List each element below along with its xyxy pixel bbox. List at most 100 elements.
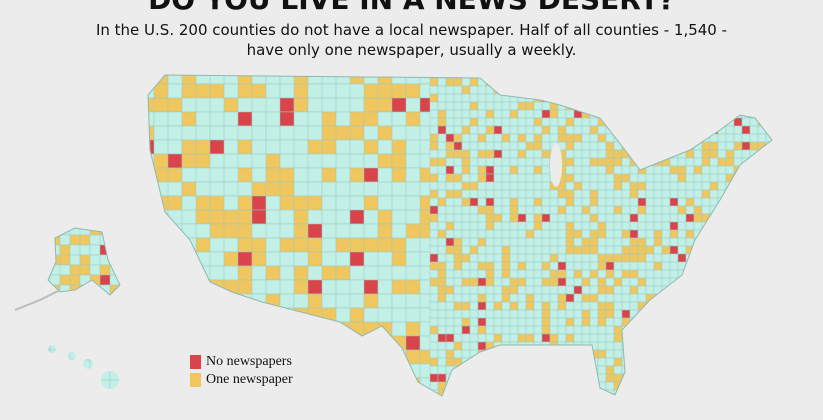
county [501,197,511,207]
county [445,109,455,119]
county [541,349,551,359]
county [597,325,607,335]
county [774,78,782,86]
county [669,189,679,199]
county [321,293,337,309]
county [725,197,735,207]
county [485,381,495,391]
county [533,149,543,159]
county [49,359,61,371]
county [757,189,767,199]
county [669,213,679,223]
county [69,234,81,246]
county [741,373,751,383]
county [265,321,295,337]
county [469,293,479,303]
county [565,309,575,319]
county [509,373,519,383]
county [749,309,759,319]
county [533,381,543,391]
county [469,133,479,143]
county [517,309,527,319]
county [597,357,607,367]
county [49,379,61,391]
county [565,325,575,335]
county [251,111,267,127]
county [621,229,631,239]
county [589,221,599,231]
county [581,213,591,223]
county [774,86,782,94]
county [741,269,751,279]
county [541,213,551,223]
county [541,269,551,279]
county [621,117,631,127]
county [590,398,598,406]
county [437,101,447,111]
county [377,293,393,309]
county [597,365,607,375]
county [453,213,463,223]
county [701,77,711,87]
county [293,335,309,351]
county [581,285,591,295]
county [541,325,551,335]
county [701,125,711,135]
county [429,373,439,383]
county [774,198,782,206]
county [701,341,711,351]
county [709,125,719,135]
county [501,141,511,151]
county [557,189,567,199]
county [653,269,663,279]
county [429,157,439,167]
county [749,373,759,383]
county [749,93,759,103]
county [195,111,211,127]
county [637,181,647,191]
county [525,205,535,215]
county [525,189,535,199]
county [557,293,567,303]
county [774,318,782,326]
county [573,365,583,375]
county [573,277,583,287]
county [637,101,647,111]
county [629,269,639,279]
county [637,253,647,263]
county [741,333,751,343]
county [429,245,439,255]
county [757,181,767,191]
county [765,261,772,271]
county [48,389,51,396]
county [565,213,575,223]
county [774,222,782,230]
county [709,157,719,167]
county [509,309,519,319]
county [685,117,695,127]
county [429,133,439,143]
county [757,157,767,167]
county [717,173,727,183]
county [321,391,351,396]
county [685,197,695,207]
county [621,253,631,263]
county [605,269,615,279]
county [49,369,61,381]
county [565,77,575,87]
county [581,125,591,135]
county [717,237,727,247]
county [638,398,646,406]
county [557,77,567,87]
county [429,221,439,231]
county [437,293,447,303]
county [709,253,719,263]
county [493,253,503,263]
county [717,293,727,303]
county [749,229,759,239]
county [733,325,743,335]
county [645,349,655,359]
county [293,279,309,295]
county [79,294,91,306]
county [613,109,623,119]
